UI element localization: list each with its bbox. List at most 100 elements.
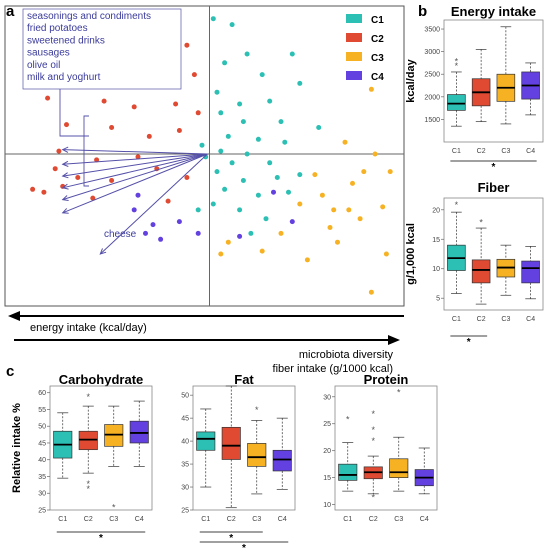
legend-swatch-C3 (346, 52, 362, 61)
point-C1 (214, 89, 220, 95)
energy-arrowhead (8, 311, 20, 321)
boxplot-frame (49, 385, 153, 511)
arrow-head (61, 195, 69, 201)
arrow-bracket (83, 115, 89, 187)
ytick-label: 30 (323, 394, 331, 401)
point-C1 (244, 151, 250, 157)
outlier: * (371, 409, 375, 419)
legend-label-C2: C2 (371, 34, 384, 45)
point-C3 (383, 251, 389, 257)
xtick-label: C4 (526, 316, 535, 323)
cheese-label: cheese (104, 229, 137, 240)
point-C4 (131, 207, 137, 213)
panel-b-boxplots: b Energy intake kcal/day 1500 2000 2500 3000 35… (405, 3, 544, 348)
box-C4 (272, 449, 292, 472)
point-C4 (135, 192, 141, 198)
point-C2 (176, 128, 182, 133)
point-C1 (218, 148, 224, 154)
legend-swatch-C2 (346, 33, 362, 42)
energy-axis-label: energy intake (kcal/day) (30, 322, 147, 334)
loading-arrow (62, 149, 208, 155)
point-C1 (195, 207, 201, 213)
boxplot-frame (443, 197, 544, 311)
loading-arrow (99, 153, 208, 255)
point-C3 (278, 230, 284, 236)
xtick-label: C4 (135, 516, 144, 523)
ytick-label: 50 (38, 424, 46, 431)
boxplot-title: Protein (364, 372, 409, 387)
point-C1 (255, 136, 261, 142)
point-C3 (259, 248, 265, 254)
panel-label-b: b (418, 3, 427, 20)
point-C3 (346, 207, 352, 213)
outlier: * (371, 493, 375, 503)
boxplot-fiber: Fiber g/1,000 kcal 5 10 15 20 * C1 * C2 C3 C4 * (405, 180, 544, 348)
point-C1 (199, 142, 205, 148)
outlier: * (455, 61, 459, 71)
point-C2 (135, 154, 141, 160)
point-C1 (282, 139, 288, 145)
point-C4 (289, 219, 295, 225)
xtick-label: C4 (278, 516, 287, 523)
panel-label-c: c (6, 363, 14, 380)
point-C4 (158, 236, 164, 242)
xtick-label: C1 (452, 316, 461, 323)
arrow-head (61, 172, 69, 179)
outlier: * (112, 503, 116, 513)
significance-star: * (492, 162, 496, 173)
point-C3 (331, 207, 337, 213)
xtick-label: C3 (394, 516, 403, 523)
ytick-label: 45 (38, 440, 46, 447)
xtick-label: C3 (252, 516, 261, 523)
legend-label-C3: C3 (371, 53, 384, 64)
loading-arrow (62, 153, 208, 177)
point-C1 (297, 172, 303, 178)
boxplot-frame (443, 19, 544, 143)
box-C1 (196, 431, 216, 451)
boxplot-title: Carbohydrate (59, 372, 144, 387)
box-C2 (221, 426, 241, 460)
point-C3 (350, 180, 355, 186)
diversity-arrowhead (388, 335, 400, 345)
box-C2 (471, 259, 491, 284)
food-label-box (22, 8, 182, 90)
point-C2 (165, 198, 171, 204)
ytick-label: 35 (38, 474, 46, 481)
ytick-label: 20 (323, 448, 331, 455)
ytick-label: 1500 (424, 117, 440, 124)
loading-arrow (62, 153, 208, 201)
ytick-label: 15 (323, 475, 331, 482)
boxplot-title: Energy intake (451, 4, 536, 19)
point-C3 (312, 172, 318, 178)
food-label: olive oil (27, 60, 60, 71)
boxplot-title: Fiber (478, 180, 510, 195)
food-label: fried potatoes (27, 23, 88, 34)
point-C2 (45, 95, 51, 101)
point-C1 (229, 22, 235, 28)
ytick-label: 45 (181, 416, 189, 423)
point-C1 (214, 169, 220, 175)
point-C3 (372, 151, 378, 157)
ytick-label: 35 (181, 462, 189, 469)
loading-arrow (62, 153, 208, 165)
ytick-label: 15 (432, 237, 440, 244)
point-C2 (56, 148, 62, 154)
point-C1 (267, 160, 273, 166)
point-C2 (184, 175, 190, 180)
box-C3 (389, 458, 409, 479)
ytick-label: 20 (432, 207, 440, 214)
point-C2 (41, 189, 47, 195)
ytick-label: 25 (181, 508, 189, 515)
ytick-label: 25 (323, 421, 331, 428)
point-C1 (267, 98, 273, 104)
point-C1 (229, 160, 235, 166)
box-C4 (521, 260, 540, 284)
outlier: * (255, 405, 259, 415)
ytick-label: 30 (181, 485, 189, 492)
point-C2 (195, 110, 201, 116)
legend-label-C1: C1 (371, 15, 384, 26)
point-C1 (259, 72, 265, 78)
